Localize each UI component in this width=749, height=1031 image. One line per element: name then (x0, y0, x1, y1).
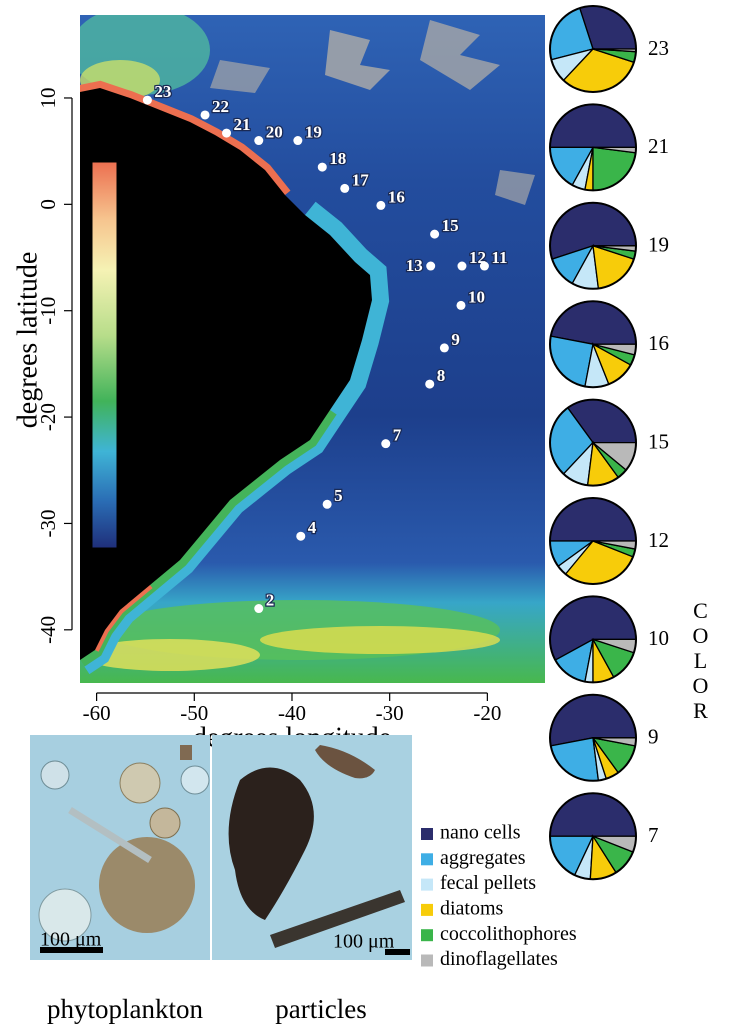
panel-caption: phytoplankton (47, 994, 203, 1024)
station-label: 17 (352, 170, 370, 189)
legend-label: dinoflagellates (440, 948, 558, 970)
colorbar-tick-label: 1.25 (128, 169, 149, 202)
station-point (340, 184, 349, 193)
colorbar-unit: (mg m⁻³) (178, 332, 199, 404)
pie-label: 23 (648, 36, 669, 60)
pie-slice (551, 738, 599, 781)
legend-swatch (421, 904, 433, 916)
page: {"chart_data": [ {"type": "scatter", "x_… (0, 0, 749, 1031)
station-label: 2 (266, 590, 275, 609)
x-tick-label: -60 (83, 701, 111, 725)
station-label: 8 (437, 366, 446, 385)
legend-swatch (421, 955, 433, 967)
pie-slice (550, 498, 636, 541)
y-tick-label: -30 (36, 509, 60, 537)
pie-label: 9 (648, 725, 659, 749)
station-point (381, 439, 390, 448)
station-point (440, 343, 449, 352)
legend-label: fecal pellets (440, 872, 536, 894)
y-axis-label: degrees latitude (12, 252, 43, 428)
station-label: 21 (234, 115, 251, 134)
station-point (323, 500, 332, 509)
station-point (376, 201, 385, 210)
x-tick-label: -30 (376, 701, 404, 725)
legend-swatch (421, 929, 433, 941)
station-point (296, 532, 305, 541)
x-tick-label: -20 (473, 701, 501, 725)
station-point (456, 301, 465, 310)
station-point (457, 262, 466, 271)
station-point (293, 136, 302, 145)
station-point (143, 96, 152, 105)
station-point (480, 262, 489, 271)
x-tick-label: -40 (278, 701, 306, 725)
station-label: 11 (491, 248, 507, 267)
panel-caption: particles (275, 994, 366, 1024)
colorbar-tick-label: 0.25 (128, 464, 149, 497)
colorbar-tick-label: 1 (128, 254, 149, 264)
pie-label: 12 (648, 528, 669, 552)
station-point (430, 230, 439, 239)
station-point (254, 136, 263, 145)
pie-slice (550, 104, 636, 147)
station-label: 5 (334, 486, 343, 505)
y-tick-label: 10 (36, 87, 60, 108)
station-label: 22 (212, 97, 229, 116)
pie-label: 10 (648, 626, 669, 650)
y-tick-label: -20 (36, 403, 60, 431)
station-label: 23 (154, 82, 171, 101)
station-label: 4 (308, 518, 317, 537)
station-point (201, 110, 210, 119)
station-label: 7 (393, 426, 402, 445)
pie-label: 7 (648, 823, 659, 847)
station-label: 20 (266, 122, 283, 141)
station-label: 19 (305, 122, 322, 141)
micrograph-phytoplankton (30, 735, 210, 960)
x-tick-label: -50 (180, 701, 208, 725)
y-tick-label: 0 (36, 199, 60, 210)
figure: degrees longitude degrees latitude avera… (0, 0, 749, 1031)
legend-swatch (421, 828, 433, 840)
colorbar-tick-label: 0.5 (128, 395, 149, 419)
station-label: 10 (468, 287, 485, 306)
station-point (254, 604, 263, 613)
legend-label: coccolithophores (440, 923, 577, 945)
pie-slice (551, 301, 636, 344)
pie-slice (550, 793, 636, 836)
micrograph-particles (212, 735, 412, 960)
legend-swatch (421, 879, 433, 891)
station-point (426, 262, 435, 271)
station-point (318, 163, 327, 172)
station-label: 9 (451, 330, 460, 349)
legend-label: diatoms (440, 897, 504, 919)
legend-label: aggregates (440, 847, 526, 869)
scale-label: 100 μm (40, 929, 102, 951)
side-label: COLOR (688, 598, 712, 723)
scale-label: 100 μm (333, 931, 395, 953)
pie-label: 19 (648, 233, 669, 257)
legend-label: nano cells (440, 822, 521, 844)
y-tick-label: -40 (36, 616, 60, 644)
station-label: 13 (406, 256, 423, 275)
station-label: 16 (388, 187, 405, 206)
station-label: 15 (442, 216, 459, 235)
pie-label: 21 (648, 134, 669, 158)
station-point (425, 380, 434, 389)
station-label: 18 (329, 149, 346, 168)
legend-swatch (421, 853, 433, 865)
colorbar-label: average April 2013 chlorophyll a (155, 229, 176, 481)
colorbar (92, 162, 117, 548)
pie-label: 15 (648, 429, 669, 453)
y-tick-label: -10 (36, 297, 60, 325)
colorbar-tick-label: 0.75 (128, 316, 149, 349)
pie-label: 16 (648, 331, 669, 355)
station-point (222, 129, 231, 138)
